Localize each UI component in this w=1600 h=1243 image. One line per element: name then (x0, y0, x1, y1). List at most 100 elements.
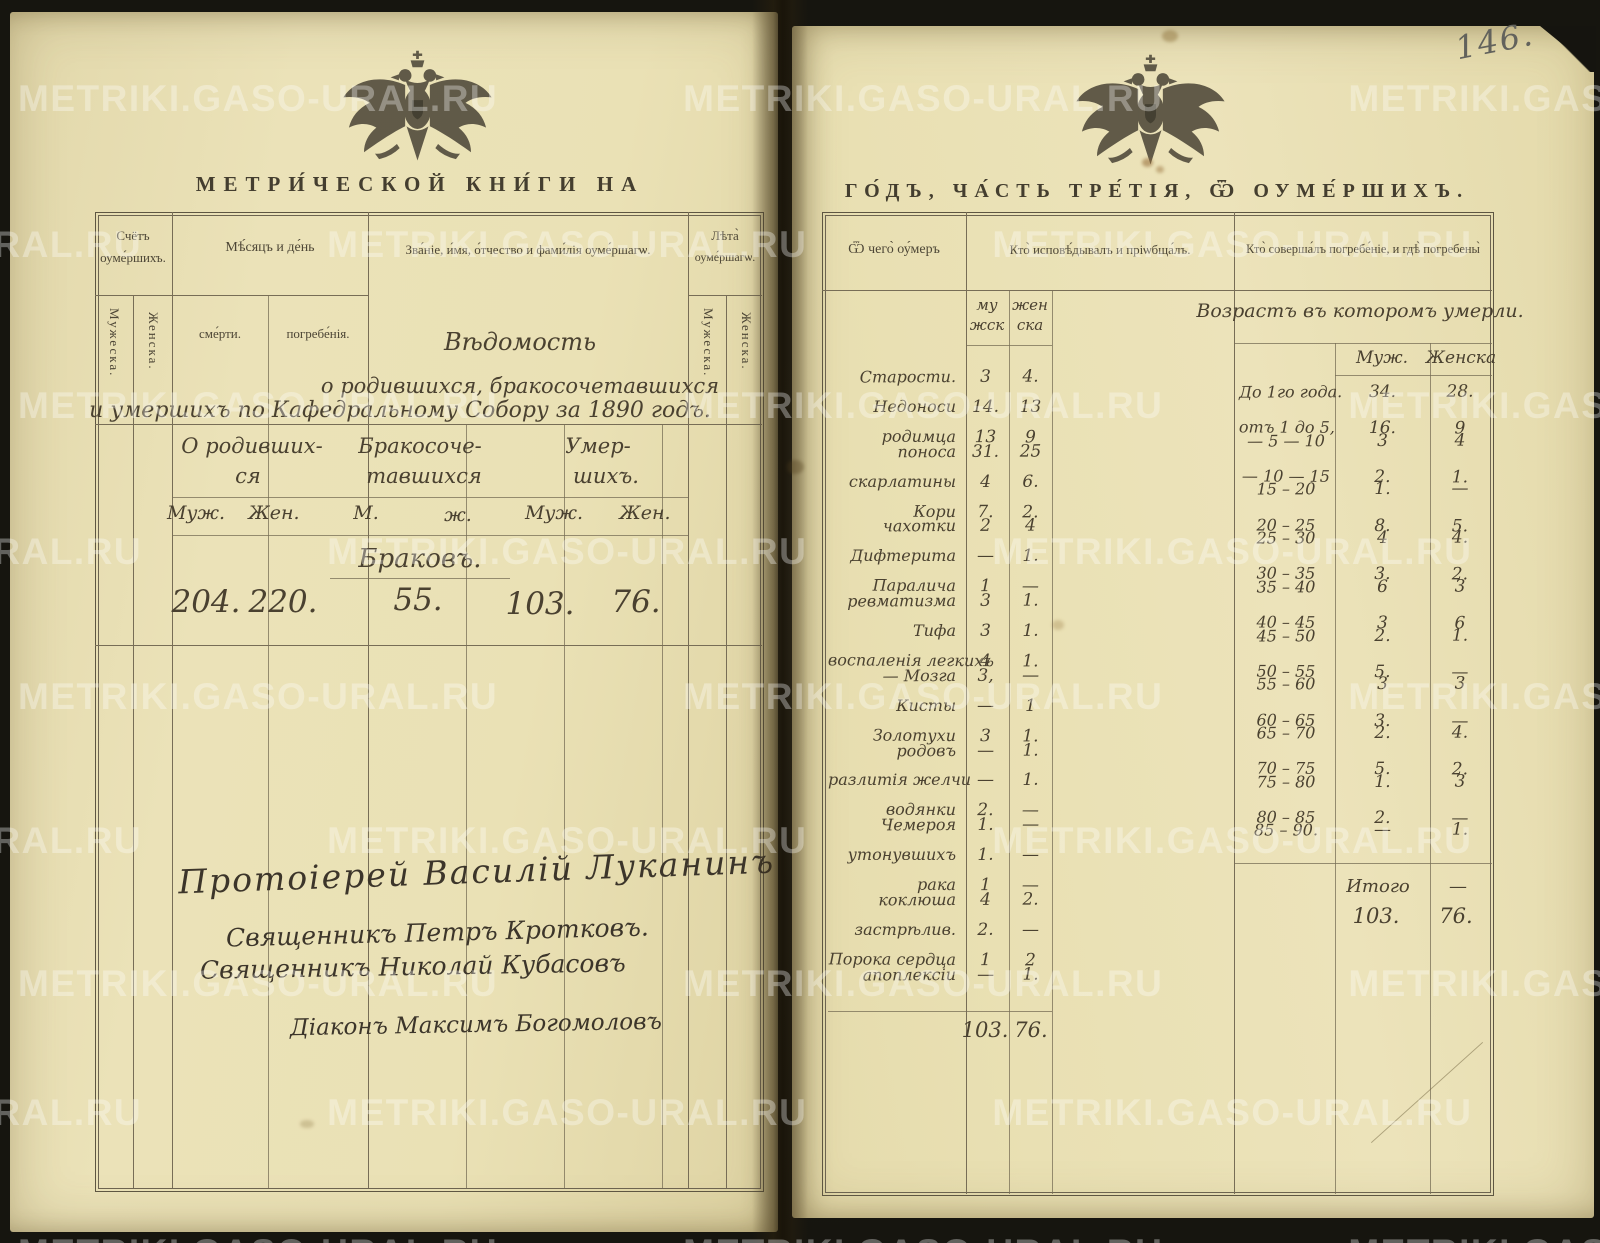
vedomost-line2: о родившихся, бракосочетавшихся (320, 374, 720, 398)
cause-name: родовъ (896, 740, 957, 760)
cause-m: — (976, 740, 995, 761)
age-m: 2. (1374, 722, 1391, 743)
col-age-sub-male: Мужеска. (701, 308, 716, 378)
cause-f: 1. (1022, 590, 1039, 611)
cause-name: разлитія желчи (828, 770, 972, 790)
cause-m: — (977, 695, 994, 716)
cause-m: — (977, 546, 994, 567)
cause-m: 1. (977, 845, 994, 866)
cause-m: — (977, 770, 994, 791)
cause-f: 4 (1025, 515, 1036, 537)
cause-f: 1. (1022, 964, 1039, 985)
cause-m: 3 (980, 590, 991, 611)
book-gutter-shadow (752, 0, 808, 1243)
age-col-male: Муж. (1356, 348, 1408, 368)
age-m: 1. (1374, 771, 1391, 792)
age-f: 1. (1451, 819, 1469, 840)
age-range: До 1го года. (1238, 382, 1343, 402)
summary-died-header-2: шихъ. (573, 464, 639, 488)
right-table-frame (822, 212, 1494, 1196)
watermark-row: METRIKI.GASO-URAL.RU METRIKI.GASO-URAL.RU… (18, 1232, 1600, 1243)
age-m: 6 (1377, 576, 1388, 597)
cause-f: 13 (1019, 396, 1042, 417)
watermark-text: METRIKI.GASO-URAL.RU (1348, 1232, 1600, 1243)
cause-m: 4 (980, 889, 991, 910)
age-m: — (1373, 820, 1392, 841)
cause-name: чахотки (882, 516, 957, 536)
cause-f: 4. (1022, 366, 1039, 387)
cause-m: 3 (980, 621, 991, 641)
summary-died-header-1: Умер- (565, 434, 631, 458)
summary-married-header-2: тавшихся (366, 464, 482, 488)
cause-f: — (1021, 665, 1040, 686)
col-age-header-line1: Лѣта̀ (711, 228, 739, 243)
summary-sub-f2: ж. (444, 504, 472, 526)
cause-name: Кисты (896, 695, 956, 715)
confessor-col-header: Кто̀ исповѣ́дывалъ и пріѡбща́лъ. (1009, 242, 1191, 257)
age-m: 34. (1368, 381, 1397, 403)
paper-stain (1052, 620, 1064, 630)
age-col-female: Женска (1425, 348, 1497, 368)
paper-stain (300, 1120, 314, 1128)
cause-m: 2 (980, 516, 991, 537)
cause-name: застрѣлив. (854, 919, 956, 939)
summary-born-header-1: О родивших- (181, 434, 323, 458)
cause-f: — (1022, 845, 1039, 866)
col-age-header-line2: оуме́ршагѡ. (694, 250, 756, 264)
age-f: — (1451, 478, 1469, 500)
col-name-header: Зва́ніе, и́мя, о́тчество и фами́лія оуме… (405, 242, 651, 257)
age-m: 3 (1377, 674, 1388, 695)
summary-sub-m1: Муж. (166, 502, 226, 524)
died-female-total: 76. (611, 584, 661, 620)
left-printed-title: МЕТРИ́ЧЕСКОЙ КНИ́ГИ НА (195, 172, 645, 196)
cause-f: 1. (1022, 770, 1039, 791)
summary-sub-f3: Жен. (619, 502, 671, 524)
cause-m: — (976, 964, 995, 985)
age-m: 3 (1377, 430, 1388, 451)
age-total-male: 103. (1352, 904, 1400, 928)
cause-f: 1. (1022, 740, 1039, 761)
cause-col-header: Ѿ чего̀ оу́меръ (848, 242, 940, 257)
cause-f: 1. (1022, 546, 1039, 567)
cause-f: 1. (1022, 621, 1039, 641)
cause-name: утонувшихъ (847, 845, 956, 865)
watermark-text: METRIKI.GASO-URAL.RU (18, 1232, 498, 1243)
summary-sub-m3: Муж. (524, 502, 584, 524)
col-death-sub: сме́рти. (199, 326, 241, 341)
cause-f: — (1022, 919, 1039, 940)
sex-male-label-2: жск (969, 316, 1005, 334)
age-f: 3 (1454, 673, 1466, 694)
died-male-total: 103. (505, 586, 575, 622)
col-monthday-header: Мѣ́сяцъ и де́нь (225, 240, 315, 255)
marriages-total: 55. (393, 582, 443, 618)
summary-sub-f1: Жен. (248, 502, 300, 524)
imperial-eagle-emblem (343, 50, 492, 161)
vedomost-line3: и умершихъ по Кафедральному Собору за 18… (89, 398, 711, 423)
col-count-header-line2: оуме́ршихъ. (100, 250, 166, 265)
cause-f: — (1021, 814, 1040, 835)
col-burial-sub: погребе́нія. (286, 326, 350, 341)
age-f: 28. (1446, 381, 1474, 402)
causes-total-male: 103. (961, 1018, 1009, 1042)
cause-f: 6. (1022, 471, 1039, 492)
age-range: 75 – 80 (1256, 771, 1316, 792)
cause-m: 3 (980, 366, 991, 387)
age-m: 2. (1374, 625, 1391, 646)
col-count-header-line1: Счётъ (116, 228, 150, 243)
brakov-label: Браковъ. (358, 544, 482, 574)
age-total-female: 76. (1439, 904, 1473, 928)
summary-married-header-1: Бракосоче- (358, 434, 482, 458)
born-female-total: 220. (248, 584, 318, 620)
sex-female-label-1: жен (1012, 296, 1048, 314)
age-range: 35 – 40 (1256, 577, 1316, 597)
sex-female-label-2: ска (1016, 316, 1044, 334)
born-male-total: 204. (171, 584, 241, 620)
folded-corner (1538, 26, 1596, 72)
age-range: 85 – 90. (1253, 820, 1319, 840)
sex-male-label-1: му (976, 296, 998, 314)
age-m: 4 (1377, 528, 1388, 549)
cause-name: Чемероя (880, 815, 957, 835)
cause-name: Дифтерита (850, 546, 956, 566)
cause-m: 14. (971, 396, 1000, 417)
